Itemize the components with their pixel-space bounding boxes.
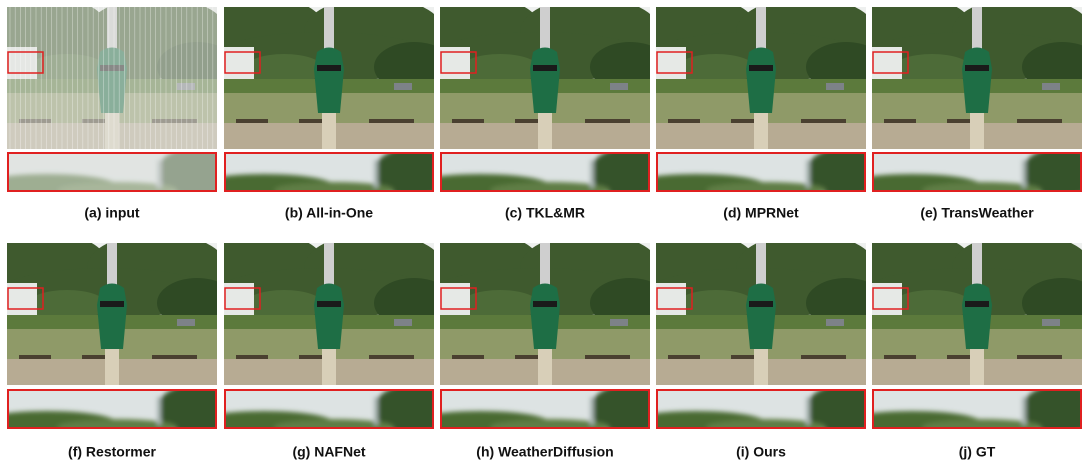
result-image xyxy=(852,0,1082,149)
rain-haze xyxy=(7,152,217,192)
panel: (j) GT xyxy=(842,233,1082,460)
caption: (a) input xyxy=(84,205,140,221)
panel: (f) Restormer xyxy=(0,233,237,460)
panel: (c) TKL&MR xyxy=(410,0,670,221)
result-image xyxy=(204,0,454,149)
panel: (d) MPRNet xyxy=(626,0,886,221)
figure: (a) input (b) All-in-One (c) TKL&MR (d) MPR… xyxy=(0,0,1082,468)
caption: (f) Restormer xyxy=(68,444,156,460)
caption: (b) All-in-One xyxy=(285,205,373,221)
caption: (i) Ours xyxy=(736,444,786,460)
panel: (h) WeatherDiffusion xyxy=(410,233,670,460)
caption: (j) GT xyxy=(959,444,996,460)
panel: (a) input xyxy=(0,0,237,221)
panel: (e) TransWeather xyxy=(842,0,1082,221)
rain-haze xyxy=(7,7,217,149)
panel: (b) All-in-One xyxy=(194,0,454,221)
caption: (d) MPRNet xyxy=(723,205,799,221)
panel: (g) NAFNet xyxy=(194,233,454,460)
result-image xyxy=(636,0,886,149)
caption: (c) TKL&MR xyxy=(505,205,585,221)
panel: (i) Ours xyxy=(626,233,886,460)
caption: (e) TransWeather xyxy=(920,205,1034,221)
caption: (g) NAFNet xyxy=(292,444,365,460)
result-image xyxy=(420,0,670,149)
caption: (h) WeatherDiffusion xyxy=(476,444,613,460)
